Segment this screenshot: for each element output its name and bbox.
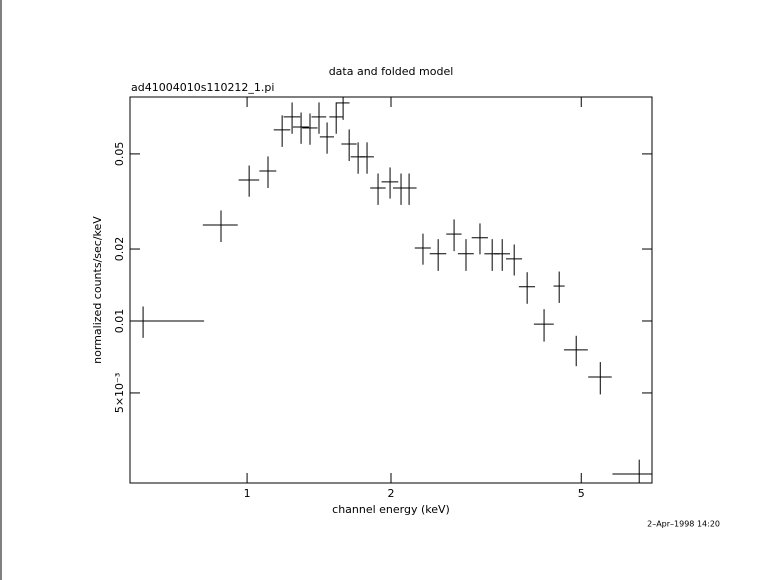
y-tick-label: 0.05 <box>113 142 126 167</box>
chart-subtitle: ad41004010s110212_1.pi <box>131 81 274 94</box>
x-tick-label: 2 <box>387 487 394 500</box>
plot-frame <box>129 96 653 484</box>
chart-title: data and folded model <box>329 65 454 78</box>
y-axis-label: normalized counts/sec/keV <box>91 216 104 364</box>
y-tick-label: 0.02 <box>113 237 126 261</box>
x-axis-label: channel energy (keV) <box>332 503 450 516</box>
y-tick-label: 0.01 <box>113 309 126 334</box>
timestamp: 2–Apr–1998 14:20 <box>647 520 720 529</box>
x-tick-label: 5 <box>578 487 585 500</box>
y-tick-label: 5×10⁻³ <box>113 373 126 413</box>
x-tick-label: 1 <box>244 487 251 500</box>
plot-area <box>130 97 652 483</box>
